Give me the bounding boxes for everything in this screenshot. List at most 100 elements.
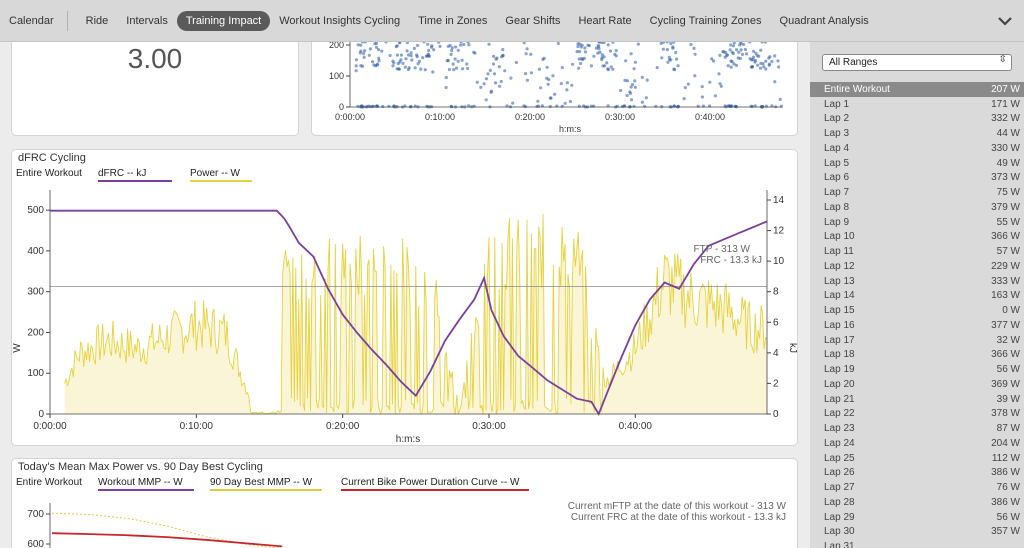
lap-row[interactable]: Lap 30 357 W [810,525,1024,540]
scatter-point [452,68,456,72]
lap-value: 32 W [996,334,1020,346]
lap-row[interactable]: Lap 13 333 W [810,274,1024,289]
scatter-point [525,78,529,82]
lap-row[interactable]: Lap 12 229 W [810,259,1024,274]
lap-row[interactable]: Lap 8 379 W [810,200,1024,215]
lap-row[interactable]: Lap 29 56 W [810,510,1024,525]
scatter-point [404,57,408,61]
scatter-point [736,56,740,60]
lap-name: Lap 22 [824,408,855,420]
scatter-point [589,64,593,68]
lap-row[interactable]: Lap 10 366 W [810,230,1024,245]
scatter-point [501,48,505,52]
lap-row[interactable]: Lap 24 204 W [810,436,1024,451]
lap-row[interactable]: Entire Workout 207 W [810,82,1024,97]
scatter-point [726,64,730,68]
scatter-point [484,98,488,102]
scatter-point [731,44,736,48]
scatter-point [761,62,765,66]
lap-row[interactable]: Lap 4 330 W [810,141,1024,156]
lap-row[interactable]: Lap 7 75 W [810,185,1024,200]
scatter-point [580,43,584,47]
tab-cycling-training-zones[interactable]: Cycling Training Zones [649,14,762,27]
tab-gear-shifts[interactable]: Gear Shifts [505,14,561,27]
scatter-point [459,42,463,44]
lap-value: 386 W [991,467,1020,479]
scatter-x-tick: 0:30:00 [605,112,635,122]
scatter-point [405,42,409,45]
scatter-point [773,80,777,84]
lap-row[interactable]: Lap 23 87 W [810,421,1024,436]
scatter-point [399,53,404,57]
lap-row[interactable]: Lap 25 112 W [810,451,1024,466]
tab-workout-insights-cycling[interactable]: Workout Insights Cycling [279,14,401,27]
lap-value: 366 W [991,349,1020,361]
ftp-label: FTP - 313 W [694,244,751,255]
scatter-point [565,88,569,92]
scatter-point [734,104,738,108]
lap-row[interactable]: Lap 14 163 W [810,289,1024,304]
lap-row[interactable]: Lap 27 76 W [810,480,1024,495]
lap-row[interactable]: Lap 26 386 W [810,466,1024,481]
lap-row[interactable]: Lap 22 378 W [810,407,1024,422]
scatter-point [764,59,768,63]
lap-value: 357 W [991,526,1020,538]
dfrc-series-line [50,209,768,417]
scatter-point [632,67,636,71]
legend-dfrc[interactable]: dFRC -- kJ [98,168,172,182]
scatter-point [645,78,649,82]
lap-row[interactable]: Lap 19 56 W [810,362,1024,377]
lap-value: 378 W [991,408,1020,420]
lap-value: 112 W [991,452,1020,464]
y-right-tick: 6 [773,317,779,328]
tab-time-in-zones[interactable]: Time in Zones [418,14,488,27]
panel-title: Today's Mean Max Power vs. 90 Day Best C… [18,461,263,473]
scatter-point [354,58,358,62]
lap-row[interactable]: Lap 5 49 W [810,156,1024,171]
scatter-point [397,67,401,71]
scatter-point [407,66,411,70]
power-area [64,213,768,414]
tab-quadrant-analysis[interactable]: Quadrant Analysis [779,14,869,27]
lap-row[interactable]: Lap 2 332 W [810,112,1024,127]
scatter-point [375,63,379,67]
tab-intervals[interactable]: Intervals [126,14,168,27]
lap-row[interactable]: Lap 17 32 W [810,333,1024,348]
legend-90-day-best-mmp[interactable]: 90 Day Best MMP -- W [210,477,322,491]
tab-calendar[interactable]: Calendar [9,14,54,27]
legend-power-duration-curve[interactable]: Current Bike Power Duration Curve -- W [341,477,529,491]
scatter-point [758,66,763,70]
lap-row[interactable]: Lap 3 44 W [810,126,1024,141]
scatter-point [693,52,697,56]
legend-workout-mmp[interactable]: Workout MMP -- W [98,477,194,491]
tab-training-impact[interactable]: Training Impact [176,10,271,31]
mftp-note: Current mFTP at the date of this workout… [568,501,787,512]
lap-row[interactable]: Lap 20 369 W [810,377,1024,392]
lap-row[interactable]: Lap 18 366 W [810,348,1024,363]
lap-name: Lap 11 [824,246,854,258]
mmp-y-tick: 600 [27,539,44,548]
lap-name: Lap 26 [824,467,855,479]
lap-row[interactable]: Lap 6 373 W [810,171,1024,186]
range-select[interactable]: All Ranges ⇳ [822,54,1012,71]
lap-row[interactable]: Lap 11 57 W [810,244,1024,259]
lap-row[interactable]: Lap 31 [810,539,1024,548]
tab-heart-rate[interactable]: Heart Rate [578,14,632,27]
legend-power-label: Power -- W [190,168,240,179]
tab-ride[interactable]: Ride [85,14,109,27]
scatter-point [734,63,738,67]
lap-row[interactable]: Lap 16 377 W [810,318,1024,333]
lap-row[interactable]: Lap 1 171 W [810,97,1024,112]
lap-row[interactable]: Lap 9 55 W [810,215,1024,230]
scatter-point [740,52,745,56]
chevron-down-icon[interactable] [998,14,1012,28]
scatter-point [406,53,411,57]
legend-power[interactable]: Power -- W [190,168,252,182]
lap-row[interactable]: Lap 15 0 W [810,303,1024,318]
y-right-tick: 0 [773,409,779,420]
lap-row[interactable]: Lap 21 39 W [810,392,1024,407]
lap-row[interactable]: Lap 28 386 W [810,495,1024,510]
scatter-point [660,56,664,60]
scatter-point [725,53,729,57]
scatter-point [509,76,513,80]
